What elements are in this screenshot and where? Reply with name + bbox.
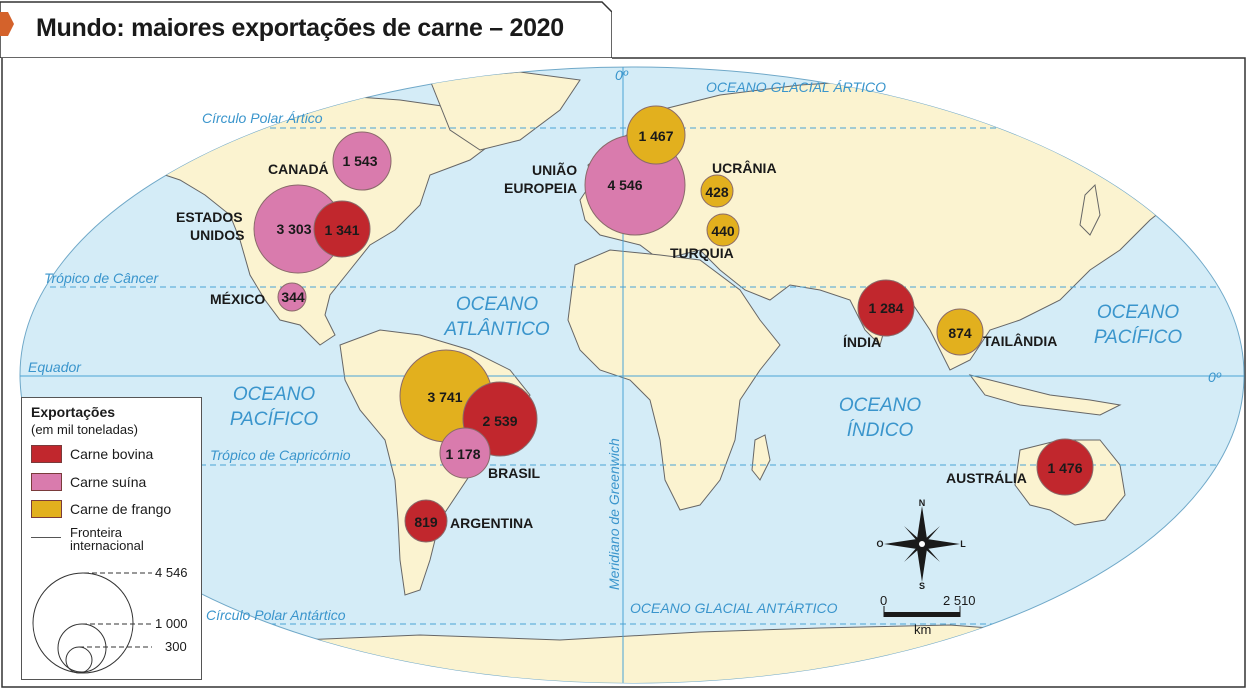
circle-ukraine-frango [700,174,734,208]
value-turkey-frango: 440 [711,223,735,239]
value-eu-suina: 4 546 [607,177,642,193]
label-turkey: TURQUIA [670,245,734,261]
compass-o-label: O [876,539,883,549]
label-eu-2: EUROPEIA [504,180,577,196]
scale-bar [883,606,961,617]
legend-swatch-suina [31,473,62,491]
greenwich-label: Meridiano de Greenwich [606,438,622,590]
pacific-e-label-1: OCEANO [1097,302,1180,323]
label-eu-1: UNIÃO [532,161,577,178]
title-tab [0,1,612,58]
tropic-cancer-label: Trópico de Câncer [44,270,159,286]
compass-s-label: S [919,581,925,591]
legend-size-circles [32,572,152,674]
pacific-w-label-2: PACÍFICO [230,409,319,430]
label-australia: AUSTRÁLIA [946,470,1027,486]
label-usa-2: UNIDOS [190,227,244,243]
land-japan [1079,183,1101,236]
legend-label-bovina: Carne bovina [70,446,154,462]
value-canada-suina: 1 543 [342,153,377,169]
legend: Exportações (em mil toneladas) Carne bov… [21,397,202,680]
circle-india-bovina [857,279,915,337]
compass-n-label: N [919,498,926,508]
value-usa-bovina: 1 341 [324,222,359,238]
circle-canada-suina [332,131,392,191]
circle-australia-bovina [1036,438,1094,496]
arctic-circle-label: Círculo Polar Ártico [202,110,323,126]
legend-border-label-1: Fronteira [70,525,123,540]
label-mexico: MÉXICO [210,291,265,307]
value-usa-suina: 3 303 [276,221,311,237]
atlantic-ocean-label-1: OCEANO [456,294,539,315]
value-brazil-frango: 3 741 [427,389,462,405]
indian-ocean-label-2: ÍNDICO [847,420,914,441]
value-ukraine-frango: 428 [705,184,729,200]
legend-size-300: 300 [165,639,187,654]
page-title: Mundo: maiores exportações de carne – 20… [36,14,564,42]
legend-border-label: Fronteira internacional [70,526,190,552]
legend-border-label-2: internacional [70,538,144,553]
legend-label-frango: Carne de frango [70,501,172,517]
label-canada: CANADÁ [268,161,329,177]
value-australia-bovina: 1 476 [1047,460,1082,476]
atlantic-ocean-label-2: ATLÂNTICO [443,318,549,340]
value-brazil-suina: 1 178 [445,446,480,462]
equator-zero-label: 0º [1208,369,1222,385]
legend-label-suina: Carne suína [70,474,147,490]
value-thailand-frango: 874 [948,325,972,341]
legend-swatch-frango [31,500,62,518]
circle-turkey-frango [706,213,740,247]
arctic-ocean-label: OCEANO GLACIAL ÁRTICO [706,79,886,95]
legend-border-line [31,537,61,538]
scale-start-label: 0 [880,593,887,608]
indian-ocean-label-1: OCEANO [839,395,922,416]
label-argentina: ARGENTINA [450,515,533,531]
label-brazil: BRASIL [488,465,541,481]
value-mexico-suina: 344 [281,289,305,305]
legend-size-4546: 4 546 [155,565,188,580]
circle-thailand-frango [936,308,984,356]
scale-end-label: 2 510 [943,593,976,608]
title-marker-icon [0,12,14,36]
value-argentina-bovina: 819 [414,514,438,530]
compass-rose-icon [884,506,960,582]
pacific-w-label-1: OCEANO [233,384,316,405]
legend-size-1000: 1 000 [155,616,188,631]
label-usa-1: ESTADOS [176,209,243,225]
land-greenland [429,71,581,151]
tropic-capricorn-label: Trópico de Capricórnio [210,447,351,463]
label-ukraine: UCRÂNIA [712,159,777,176]
land-africa [567,249,781,511]
antarctic-circle-label: Círculo Polar Antártico [206,607,346,623]
value-india-bovina: 1 284 [868,300,903,316]
equator-label: Equador [28,359,82,375]
value-brazil-bovina: 2 539 [482,413,517,429]
legend-subtitle: (em mil toneladas) [31,422,138,437]
land-indonesia [968,374,1122,416]
scale-unit-label: km [914,622,931,637]
legend-swatch-bovina [31,445,62,463]
legend-title: Exportações [31,404,116,420]
value-eu-frango: 1 467 [638,128,673,144]
compass-l-label: L [960,539,966,549]
pacific-e-label-2: PACÍFICO [1094,327,1183,348]
circle-eu-frango [626,105,686,165]
meridian-zero-label: 0º [615,67,629,83]
circle-usa-bovina [313,200,371,258]
circle-argentina-bovina [404,499,448,543]
circle-brazil-suina [439,427,491,479]
circle-mexico-suina [277,282,307,312]
antarctic-ocean-label: OCEANO GLACIAL ANTÁRTICO [630,600,838,616]
label-thailand: TAILÂNDIA [983,332,1057,349]
export-circles [253,105,1094,543]
label-india: ÍNDIA [843,334,881,350]
